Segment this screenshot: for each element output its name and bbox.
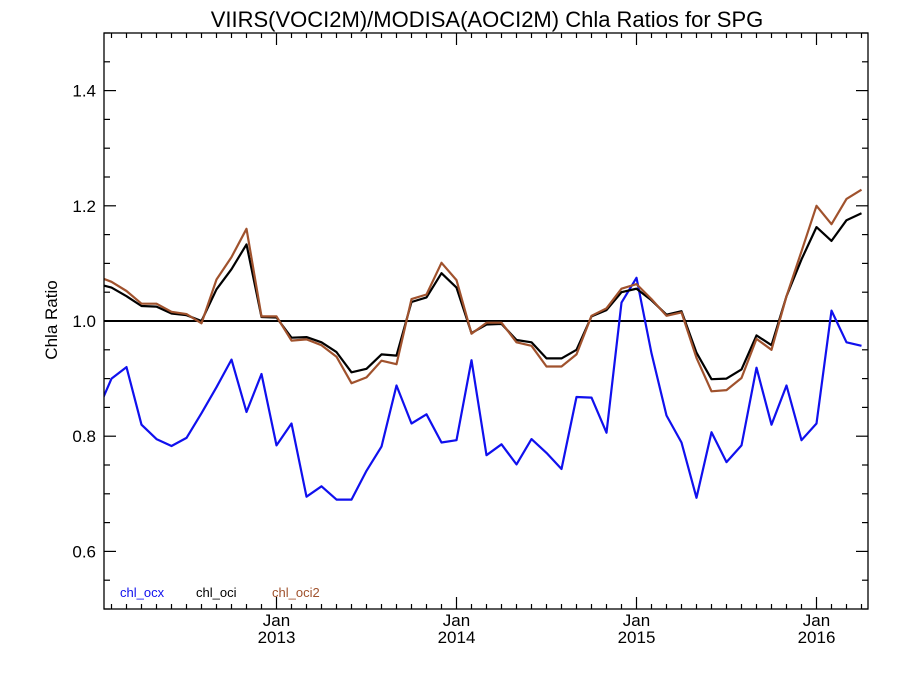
y-tick-label: 1.2 [72,197,96,216]
x-tick-label-month: Jan [623,611,650,630]
legend-item-chl-oci2: chl_oci2 [272,585,320,600]
y-tick-label: 1.4 [72,82,96,101]
x-tick-label-year: 2016 [798,628,836,647]
y-tick-label: 0.8 [72,427,96,446]
chart-title: VIIRS(VOCI2M)/MODISA(AOCI2M) Chla Ratios… [211,7,764,32]
x-tick-label-year: 2014 [438,628,476,647]
y-tick-label: 0.6 [72,542,96,561]
legend: chl_ocx chl_oci chl_oci2 [120,585,320,600]
plot-frame [103,32,869,610]
plot-area: 0.60.81.01.21.4Jan2013Jan2014Jan2015Jan2… [72,32,868,647]
y-axis-label: Chla Ratio [42,280,61,359]
x-tick-label-month: Jan [263,611,290,630]
series-lines [104,188,863,501]
x-tick-label-year: 2013 [258,628,296,647]
axis-ticks [104,32,868,610]
series-line-chl-ocx [104,276,862,501]
legend-item-chl-oci: chl_oci [196,585,237,600]
x-tick-label-year: 2015 [618,628,656,647]
series-line-chl-oci2 [104,188,863,393]
x-tick-label-month: Jan [803,611,830,630]
legend-item-chl-ocx: chl_ocx [120,585,165,600]
x-tick-label-month: Jan [443,611,470,630]
y-tick-label: 1.0 [72,312,96,331]
